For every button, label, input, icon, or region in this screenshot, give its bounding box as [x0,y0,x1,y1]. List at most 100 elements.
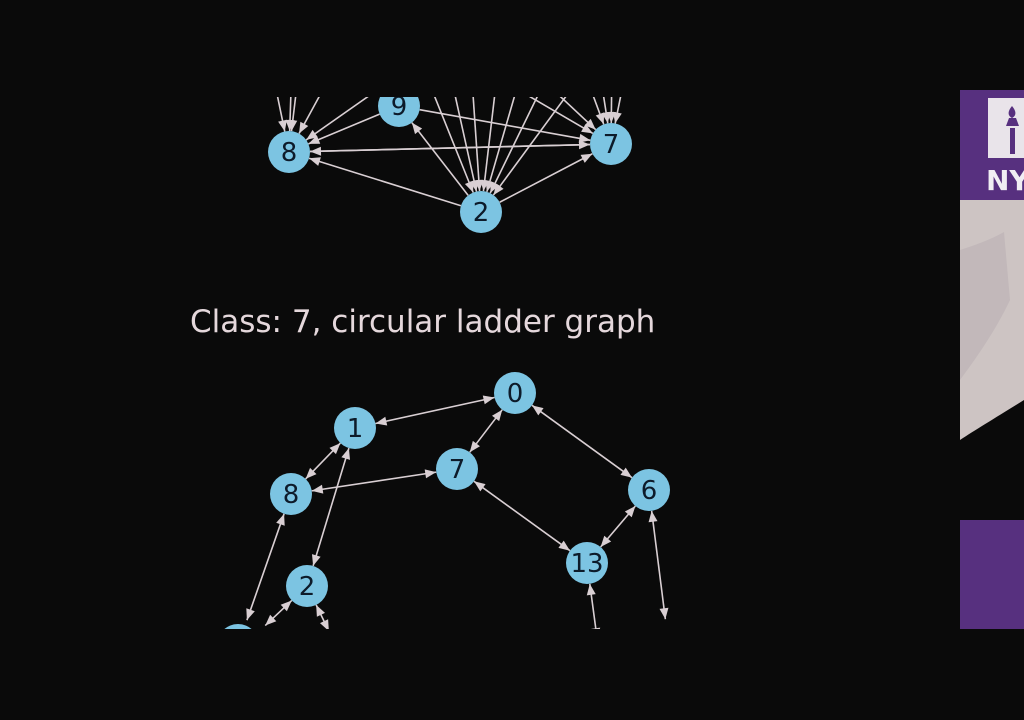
node-circle [270,473,312,515]
arrow-head [624,506,636,518]
arrow-head [309,157,321,166]
node-label: 1 [347,414,364,444]
arrow-head [316,604,325,617]
bottom-graph-edges [305,395,637,567]
arrow-head [305,467,317,479]
edge-1-2 [311,447,351,567]
arrow-head [586,583,596,596]
offscreen-edge [413,76,426,91]
bottom-node-6: 6 [628,469,670,511]
node-label: 7 [603,130,620,160]
arrow-head [612,111,622,124]
node-label: 6 [641,476,658,506]
offscreen-edge [454,97,479,192]
arrow-head [311,554,321,566]
arrow-head [246,608,255,621]
edge-line [433,97,474,193]
arrow-head [288,119,298,132]
arrow-head [580,153,593,163]
edge-7-8 [309,143,591,156]
arrow-head [311,484,324,494]
top-graph-offscreen-edges [276,63,622,196]
edge-9-7 [419,108,591,143]
edge-2-9 [411,122,469,196]
arrow-head [532,405,544,416]
arrow-head [309,146,322,156]
bottom-node-8: 8 [270,473,312,515]
edge-line [559,97,597,131]
logo-text: NY [986,164,1024,197]
edge-line [486,97,516,193]
offscreen-edge [315,604,329,629]
node-circle [286,565,328,607]
arrow-head [375,416,388,426]
arrow-head [584,118,596,130]
arrow-head [278,119,287,132]
offscreen-edge [612,97,622,124]
arrow-head [648,510,658,523]
bottom-node-0: 0 [494,372,536,414]
offscreen-edge [592,97,605,125]
edge-9-8 [308,113,380,145]
arrow-head [299,121,309,134]
arrow-head [341,448,351,460]
edge-1-8 [305,442,341,480]
arrow-head [469,440,480,453]
offscreen-edge [559,97,597,131]
node-circle [460,191,502,233]
edge-line [472,97,481,192]
bottom-node-13: 13 [566,542,608,584]
node-circle [436,448,478,490]
edge-line [312,447,350,567]
edge-8-7 [311,469,437,494]
arrow-head [558,540,570,551]
node-circle [590,123,632,165]
arrow-head [320,619,329,629]
offscreen-edge [276,97,287,132]
arrow-head [375,79,386,90]
node-circle [628,469,670,511]
arrow-head [329,443,341,455]
offscreen-edge [264,599,293,627]
bottom-graph: 0 1 7 8 6 13 2 [224,372,689,671]
edge-7-13 [473,480,571,552]
node-circle [494,372,536,414]
edge-line [531,404,633,479]
arrow-head [371,82,382,92]
top-graph-edges [308,108,593,207]
bottom-graph-offscreen-edges [246,510,669,629]
arrow-head [265,614,277,626]
arrow-head [492,409,503,422]
edge-line [374,76,386,90]
arrow-head [659,607,669,620]
offscreen-edge [374,76,386,90]
edge-line [308,113,380,145]
node-circle [566,542,608,584]
edge-6-13 [599,505,637,548]
logo-purple-footer [960,520,1024,629]
bottom-node-7: 7 [436,448,478,490]
edge-line [650,510,667,620]
node-circle [334,407,376,449]
offscreen-edge [480,97,496,192]
webcam-gap [960,440,1024,520]
edge-line [499,153,593,203]
edge-line [246,513,285,621]
edge-line [346,63,382,93]
arrow-head [413,79,424,90]
offscreen-edge [346,63,382,93]
logo-white-box [988,98,1024,158]
top-node-9: 9 [378,97,420,127]
offscreen-node [647,629,689,671]
edge-line [375,396,495,425]
arrow-head [581,123,593,134]
offscreen-edge [246,513,285,621]
arrow-head [482,395,495,405]
offscreen-edge [648,510,669,620]
edge-line [413,76,426,91]
node-label: 0 [507,379,524,409]
edge-line [489,97,538,194]
edge-line [411,122,469,196]
bottom-node-1: 1 [334,407,376,449]
